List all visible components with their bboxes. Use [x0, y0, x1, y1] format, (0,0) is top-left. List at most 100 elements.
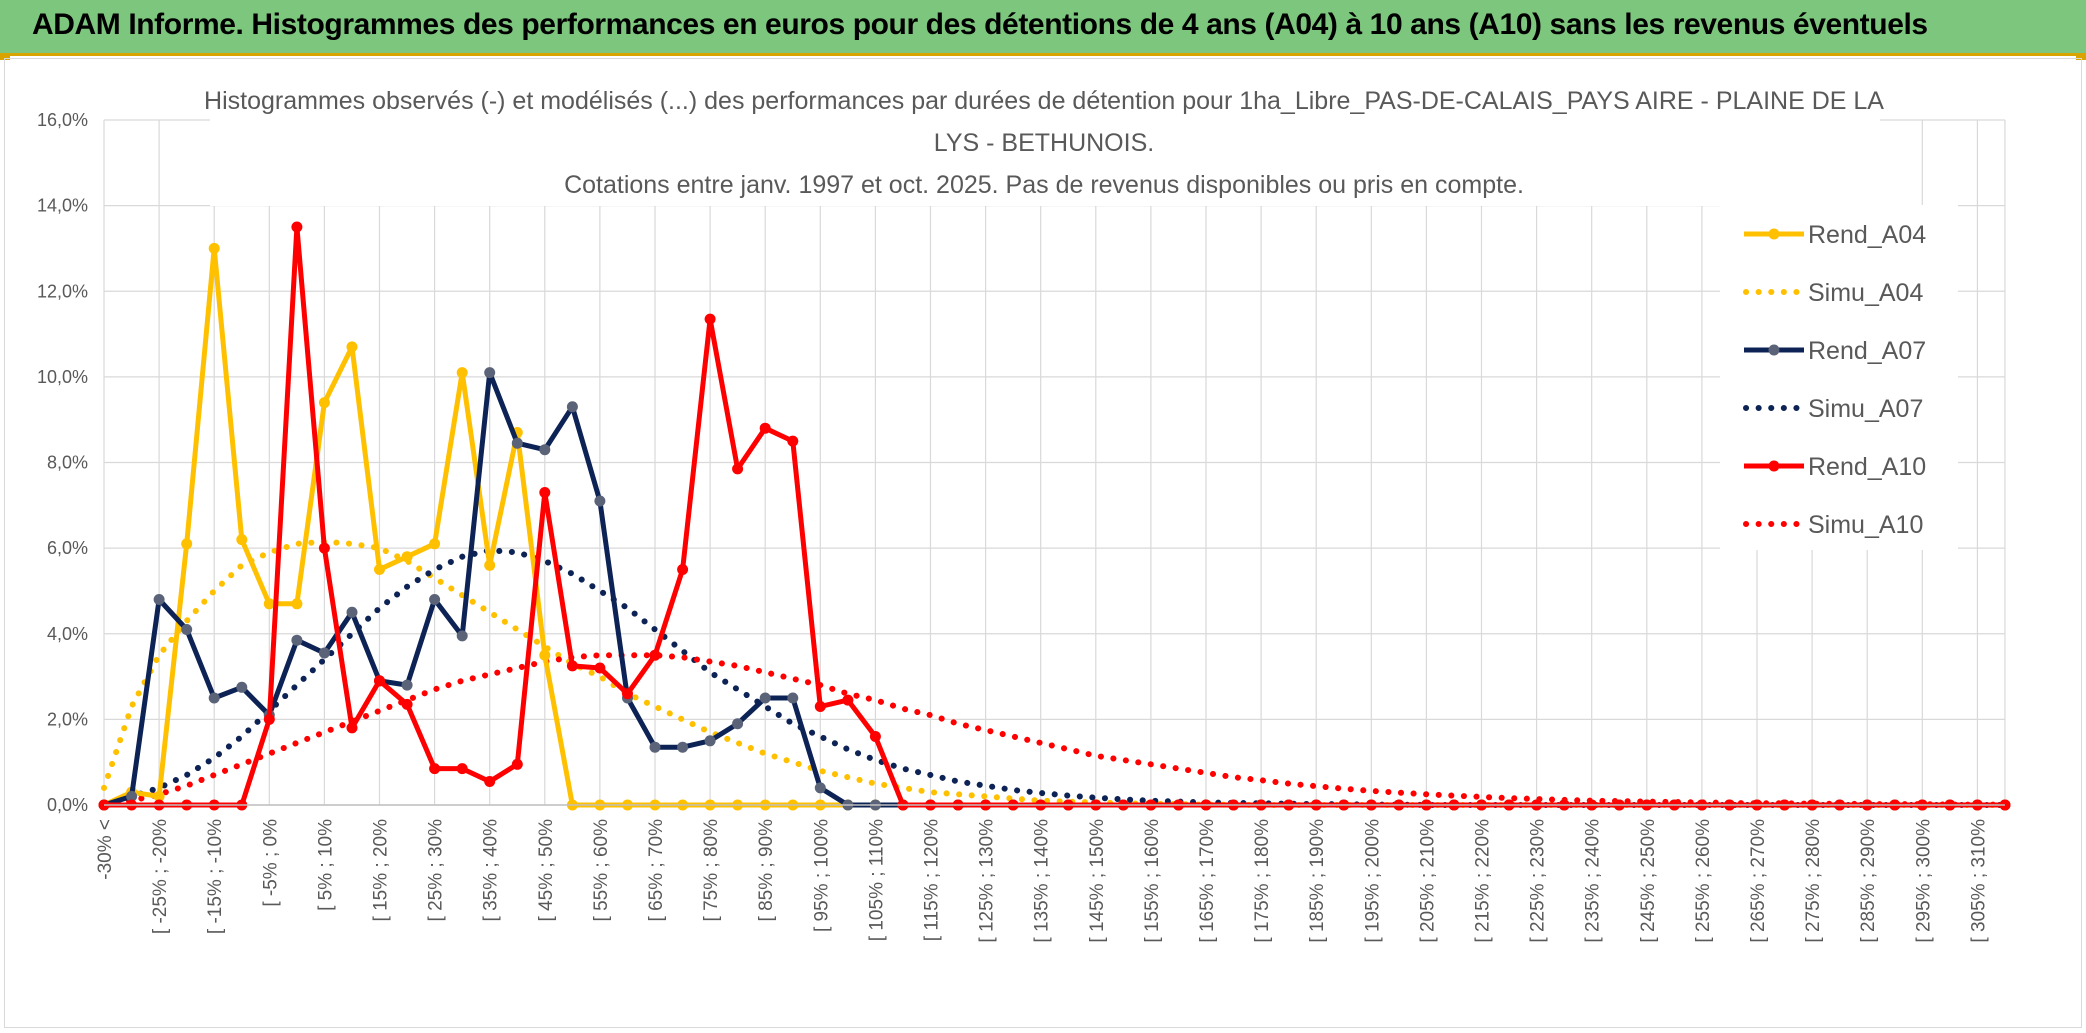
data-point-Rend_A10: [869, 731, 881, 742]
y-tick-label: 10,0%: [37, 367, 88, 387]
series-line-Rend_A07: [103, 370, 2005, 808]
x-tick-label: [ 95% ; 100%: [811, 819, 832, 932]
x-tick-label: [ 245% ; 250%: [1638, 819, 1659, 943]
legend-marker: [1768, 228, 1780, 240]
title-backdrop: [210, 78, 1880, 206]
x-tick-label: [ 135% ; 140%: [1032, 819, 1053, 943]
x-tick-label: [ -15% ; -10%: [205, 819, 226, 934]
x-tick-label: -30% <: [95, 819, 116, 880]
data-point-Rend_A07: [291, 634, 303, 646]
data-point-Rend_A07: [484, 367, 496, 379]
data-point-Rend_A07: [539, 444, 551, 456]
data-point-Rend_A10: [456, 763, 468, 775]
data-point-Rend_A10: [263, 713, 275, 725]
series-line-Rend_A10: [104, 224, 2005, 808]
y-tick-label: 16,0%: [37, 110, 88, 130]
legend-item-Simu_A10: Simu_A10: [1743, 511, 1923, 539]
series-Simu_A04: [101, 538, 2008, 808]
x-tick-label: [ -5% ; 0%: [260, 819, 281, 907]
legend-item-Rend_A10: Rend_A10: [1744, 453, 1926, 481]
data-point-Rend_A07: [181, 624, 193, 635]
chart-area-border: [4, 58, 2082, 1028]
x-tick-label: [ 275% ; 280%: [1803, 819, 1824, 943]
data-point-Rend_A07: [649, 741, 661, 753]
x-tick-label: [ 265% ; 270%: [1748, 819, 1769, 943]
chart-title-line-1: Histogrammes observés (-) et modélisés (…: [204, 87, 1884, 115]
data-point-Rend_A07: [126, 790, 138, 802]
x-tick-label: [ -25% ; -20%: [150, 819, 171, 934]
chart-title: Histogrammes observés (-) et modélisés (…: [204, 87, 1884, 199]
data-point-Rend_A04: [236, 534, 248, 546]
data-point-Rend_A04: [401, 551, 413, 563]
y-tick-label: 8,0%: [47, 453, 88, 473]
title-background: [210, 78, 1880, 206]
x-tick-label: [ 75% ; 80%: [701, 819, 722, 922]
y-tick-label: 2,0%: [47, 709, 88, 729]
legend-label: Simu_A10: [1808, 511, 1923, 539]
data-point-Rend_A07: [594, 495, 606, 507]
data-point-Rend_A10: [401, 698, 413, 710]
x-tick-label: [ 175% ; 180%: [1252, 819, 1273, 943]
x-tick-label: [ 55% ; 60%: [591, 819, 612, 922]
data-point-Rend_A07: [236, 681, 248, 693]
series-line-Simu_A04: [101, 538, 2008, 808]
series-line-Simu_A10: [101, 652, 2008, 808]
x-tick-label: [ 45% ; 50%: [536, 819, 557, 922]
data-point-Rend_A10: [594, 662, 606, 674]
data-point-Rend_A07: [704, 735, 716, 747]
x-tick-label: [ 285% ; 290%: [1858, 819, 1879, 943]
x-tick-label: [ 35% ; 40%: [481, 819, 502, 922]
legend-marker: [1768, 344, 1780, 356]
data-point-Rend_A10: [539, 487, 551, 498]
legend-item-Rend_A07: Rend_A07: [1744, 337, 1926, 365]
y-tick-label: 14,0%: [37, 196, 88, 216]
data-point-Rend_A04: [318, 397, 330, 409]
x-tick-label: [ 65% ; 70%: [646, 819, 667, 922]
data-point-Rend_A10: [704, 313, 716, 325]
data-point-Rend_A07: [153, 594, 165, 605]
x-tick-label: [ 15% ; 20%: [371, 819, 392, 922]
series-line-Rend_A04: [102, 245, 2005, 808]
data-point-Rend_A04: [291, 598, 303, 610]
x-tick-label: [ 185% ; 190%: [1307, 819, 1328, 943]
legend-label: Rend_A10: [1808, 453, 1926, 481]
x-tick-label: [ 145% ; 150%: [1087, 819, 1108, 943]
data-point-Rend_A10: [291, 221, 303, 233]
series-Simu_A07: [101, 547, 2008, 808]
data-point-Rend_A04: [181, 538, 193, 550]
legend-label: Simu_A07: [1808, 395, 1923, 423]
data-point-Rend_A10: [842, 694, 854, 706]
data-point-Rend_A07: [318, 647, 330, 659]
legend-label: Rend_A07: [1808, 337, 1926, 365]
data-point-Rend_A04: [153, 790, 165, 802]
legend-background: [1720, 205, 1958, 550]
data-point-Rend_A10: [374, 675, 385, 687]
legend: Rend_A04 Simu_A04 Rend_A07 Simu_A07 Rend_A10…: [1743, 221, 1926, 539]
data-point-Rend_A04: [456, 367, 468, 379]
data-point-Rend_A07: [208, 692, 220, 704]
chart-title-line-2: LYS - BETHUNOIS.: [934, 129, 1154, 157]
data-point-Rend_A04: [346, 341, 358, 353]
data-point-Rend_A10: [511, 758, 523, 770]
data-point-Rend_A10: [649, 649, 661, 661]
x-tick-label: [ 155% ; 160%: [1142, 819, 1163, 943]
title-banner: ADAM Informe. Histogrammes des performan…: [0, 0, 2086, 56]
data-point-Rend_A07: [759, 692, 771, 704]
data-point-Rend_A07: [566, 401, 578, 413]
data-point-Rend_A07: [677, 741, 689, 753]
data-point-Rend_A10: [429, 763, 441, 775]
x-tick-label: [ 195% ; 200%: [1362, 819, 1383, 943]
series-Simu_A10: [101, 652, 2008, 808]
x-tick-label: [ 5% ; 10%: [315, 819, 336, 911]
legend-item-Rend_A04: Rend_A04: [1744, 221, 1926, 249]
data-point-Rend_A07: [732, 718, 744, 730]
data-point-Rend_A10: [732, 463, 744, 475]
data-point-Rend_A07: [456, 630, 468, 642]
x-tick-label: [ 215% ; 220%: [1473, 819, 1494, 943]
y-tick-label: 6,0%: [47, 538, 88, 558]
x-tick-label: [ 115% ; 120%: [922, 819, 943, 941]
data-point-Rend_A04: [208, 242, 220, 254]
gridlines: [103, 119, 2006, 806]
y-tick-label: 4,0%: [47, 624, 88, 644]
